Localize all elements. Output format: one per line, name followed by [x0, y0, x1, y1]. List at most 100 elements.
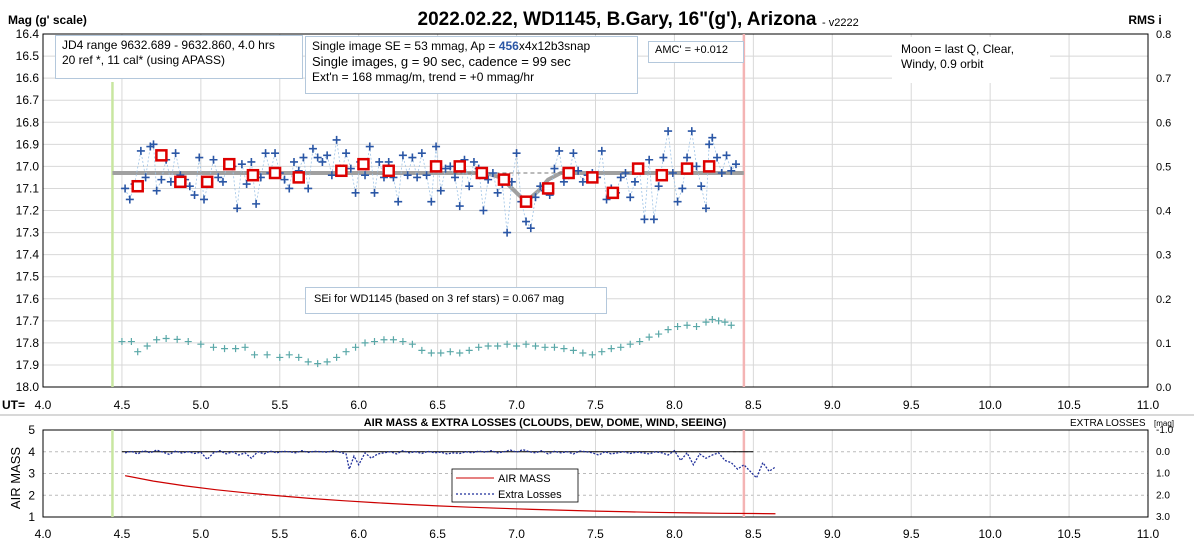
single-image-point: [408, 153, 417, 162]
ut-tick-label: 5.0: [193, 398, 210, 412]
rms-point: [721, 318, 729, 326]
rms-tick-label: 0.8: [1156, 29, 1171, 41]
rms-point: [241, 343, 249, 351]
amc-box: AMC' = +0.012: [648, 41, 744, 63]
rms-tick-label: 0.6: [1156, 117, 1171, 129]
single-image-point: [242, 180, 251, 189]
rms-point: [532, 342, 540, 350]
rms-point: [655, 330, 663, 338]
rms-point: [674, 323, 682, 331]
single-image-point: [299, 153, 308, 162]
ut-tick-label: 7.0: [508, 398, 525, 412]
binned-point: [200, 175, 214, 189]
rms-point: [371, 338, 378, 346]
mag-tick-label: 17.4: [16, 248, 40, 262]
rms-point: [465, 346, 473, 354]
rms-point: [427, 349, 435, 357]
binned-point: [174, 175, 187, 189]
single-image-point: [722, 151, 731, 160]
mag-tick-label: 16.6: [16, 71, 40, 85]
rms-point: [715, 317, 723, 325]
jd-range-box: JD4 range 9632.689 - 9632.860, 4.0 hrs 2…: [55, 35, 303, 79]
extra-losses-tick-label: 0.0: [1156, 447, 1170, 458]
binned-point: [497, 173, 511, 186]
single-image-point: [731, 160, 740, 169]
mag-tick-label: 16.4: [16, 27, 40, 41]
single-image-point: [214, 173, 223, 182]
rms-point: [727, 321, 735, 329]
rms-point: [494, 342, 502, 350]
single-image-point: [308, 144, 317, 153]
ut-tick-label: 6.0: [350, 398, 367, 412]
binned-point: [655, 168, 669, 182]
single-image-point: [484, 175, 493, 184]
single-image-point: [200, 195, 209, 204]
single-image-point: [569, 149, 578, 158]
single-image-point: [280, 175, 289, 184]
single-image-point: [687, 127, 696, 136]
rms-point: [162, 334, 170, 342]
single-image-point: [427, 197, 436, 206]
rms-point: [361, 339, 369, 347]
single-image-point: [469, 157, 478, 166]
ut-tick-label: 5.5: [271, 398, 288, 412]
single-image-point: [578, 177, 587, 186]
ut-tick-label: 10.0: [978, 398, 1002, 412]
binned-point: [541, 182, 555, 195]
air-mass-axis-label: AIR MASS: [8, 447, 23, 509]
single-image-point: [247, 157, 256, 166]
rms-tick-label: 0.7: [1156, 73, 1171, 85]
single-image-point: [318, 157, 327, 166]
rms-point: [693, 323, 701, 331]
single-image-point: [171, 149, 180, 158]
rms-point: [484, 342, 492, 350]
single-image-point: [697, 182, 706, 191]
rms-point: [446, 348, 454, 356]
mag-tick-label: 17.5: [16, 270, 40, 284]
single-image-point: [252, 199, 261, 208]
binned-point: [453, 160, 466, 173]
rms-tick-label: 0.4: [1156, 206, 1171, 218]
ut-tick-label: 8.0: [666, 398, 683, 412]
rms-point: [285, 351, 293, 359]
ut-tick-label: 4.0: [35, 398, 52, 412]
rms-point: [314, 360, 322, 368]
single-image-point: [654, 182, 663, 191]
exposure-info-box: Single image SE = 53 mmag, Ap = 456x4x12…: [305, 36, 638, 94]
single-image-point: [446, 162, 455, 171]
mag-tick-label: 16.9: [16, 137, 40, 151]
mag-tick-label: 16.5: [16, 49, 40, 63]
aperture-value: 456: [498, 39, 519, 53]
mag-tick-label: 17.1: [16, 181, 40, 195]
binned-point: [246, 168, 260, 182]
single-image-point: [713, 153, 722, 162]
lower-ut-tick-label: 6.0: [350, 527, 367, 541]
rms-point: [588, 351, 596, 359]
top-plot-frame: [42, 33, 1149, 388]
rms-point: [127, 338, 135, 346]
binned-point: [155, 149, 168, 162]
single-image-point: [285, 184, 294, 193]
single-image-point: [289, 157, 298, 166]
single-image-point: [555, 146, 564, 155]
mag-tick-label: 16.8: [16, 115, 40, 129]
rms-point: [221, 345, 229, 353]
mag-tick-label: 17.7: [16, 314, 40, 328]
single-image-point: [668, 168, 677, 177]
lower-ut-axis-ticks: 4.0 4.5 5.0 5.5 6.0 6.5 7.0 7.5 8.0 8.5 9.0 9.5 10.0…: [35, 527, 1160, 541]
lower-ut-tick-label: 5.5: [271, 527, 288, 541]
chart-title: 2022.02.22, WD1145, B.Gary, 16"(g'), Ari…: [418, 9, 817, 30]
single-image-point: [195, 153, 204, 162]
lower-ut-tick-label: 8.0: [666, 527, 683, 541]
air-mass-tick-label: 4: [28, 445, 35, 459]
binned-point: [382, 164, 395, 178]
air-mass-line: [124, 475, 776, 515]
conditions-text: Windy, 0.9 orbit: [901, 57, 984, 71]
single-image-point: [323, 151, 332, 160]
single-image-point: [190, 191, 199, 200]
single-image-point: [441, 164, 450, 173]
single-image-point: [361, 171, 370, 180]
rms-point: [333, 353, 341, 361]
air-mass-tick-label: 1: [28, 510, 35, 524]
rms-point: [197, 340, 205, 348]
